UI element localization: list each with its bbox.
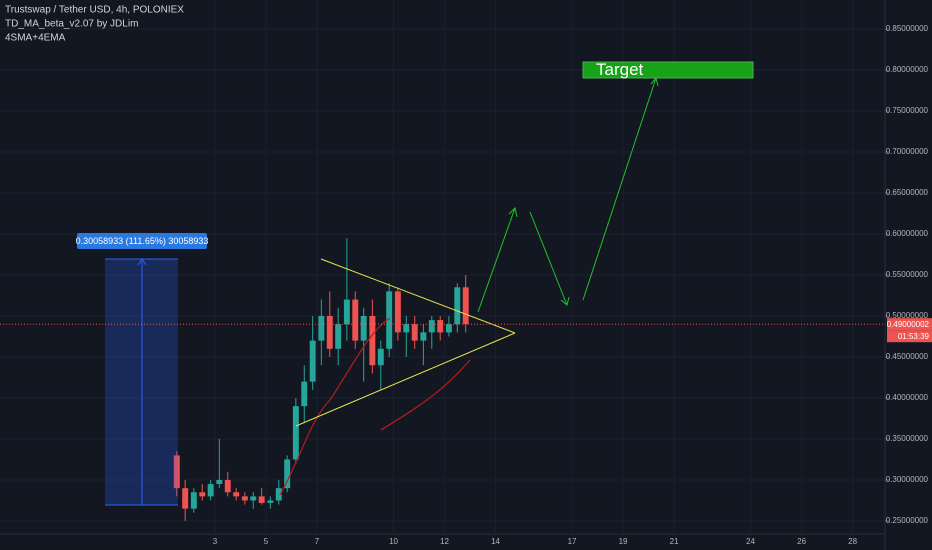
y-tick-label: 0.30000000 (886, 475, 929, 484)
arrow-head (560, 296, 570, 306)
x-tick-label: 24 (746, 537, 755, 546)
y-tick-label: 0.75000000 (886, 106, 929, 115)
y-tick-label: 0.80000000 (886, 65, 929, 74)
candle-body (301, 381, 308, 407)
candle-body (173, 455, 180, 489)
target-box (582, 61, 754, 79)
ma-line (380, 359, 471, 431)
candle-body (190, 492, 197, 509)
indicator-label: 4SMA+4EMA (5, 33, 66, 44)
measure-arrow-head (137, 258, 147, 266)
candle-body (343, 299, 350, 325)
x-tick-label: 19 (619, 537, 628, 546)
y-tick-label: 0.55000000 (886, 270, 929, 279)
x-tick-label: 12 (440, 537, 449, 546)
candle-body (377, 348, 384, 366)
y-tick-label: 0.45000000 (886, 352, 929, 361)
triangle-lower (295, 332, 516, 427)
candle-body (437, 320, 444, 333)
last-price-box (887, 318, 932, 331)
last-price-label: 0.49000002 (887, 320, 930, 329)
x-tick-label: 5 (264, 537, 269, 546)
y-tick-label: 0.50000000 (886, 311, 929, 320)
candle-body (318, 315, 325, 341)
indicator-label: TD_MA_beta_v2.07 by JDLim (5, 19, 138, 30)
candle-body (352, 299, 359, 341)
candle-body (284, 459, 291, 489)
x-tick-label: 17 (568, 537, 577, 546)
projection-arrow (529, 211, 568, 306)
candle-body (428, 320, 435, 333)
x-tick-label: 21 (670, 537, 679, 546)
candle-body (250, 496, 257, 501)
candle-body (309, 340, 316, 382)
x-tick-label: 10 (389, 537, 398, 546)
ma-line-2 (279, 317, 391, 496)
y-tick-label: 0.35000000 (886, 434, 929, 443)
countdown-box (887, 330, 932, 343)
candle-body (207, 484, 214, 497)
target-label: Target (596, 60, 644, 79)
y-tick-label: 0.85000000 (886, 24, 929, 33)
candle-body (267, 500, 274, 503)
projection-arrow (477, 207, 516, 313)
candle-body (360, 315, 367, 341)
x-tick-label: 28 (848, 537, 857, 546)
chart-title: Trustswap / Tether USD, 4h, POLONIEX (5, 5, 184, 16)
candle-body (445, 324, 452, 333)
projection-arrow (582, 77, 657, 301)
y-tick-label: 0.70000000 (886, 147, 929, 156)
arrow-head (508, 207, 518, 218)
candle-body (275, 488, 282, 501)
candle-body (403, 324, 410, 333)
candle-body (335, 324, 342, 349)
candle-body (258, 496, 265, 503)
y-tick-label: 0.25000000 (886, 516, 929, 525)
candle-body (216, 479, 223, 485)
measure-label: 0.30058933 (111.65%) 30058933 (76, 236, 209, 246)
y-tick-label: 0.60000000 (886, 229, 929, 238)
candle-body (411, 324, 418, 341)
candle-body (394, 291, 401, 333)
x-tick-label: 26 (797, 537, 806, 546)
y-tick-label: 0.40000000 (886, 393, 929, 402)
y-tick-label: 0.65000000 (886, 188, 929, 197)
x-tick-label: 7 (315, 537, 320, 546)
candle-body (326, 315, 333, 349)
candle-body (182, 488, 189, 509)
candle-body (233, 492, 240, 497)
candle-body (241, 496, 248, 501)
x-tick-label: 3 (213, 537, 218, 546)
candle-body (386, 291, 393, 349)
candle-body (292, 406, 299, 460)
x-tick-label: 14 (491, 537, 500, 546)
candle-body (420, 332, 427, 341)
candle-body (454, 287, 461, 325)
candle-body (224, 479, 231, 493)
candle-body (369, 315, 376, 366)
countdown-label: 01:53:39 (898, 332, 930, 341)
triangle-upper (320, 258, 516, 334)
measure-label-box (77, 233, 207, 249)
candle-body (462, 287, 469, 325)
candle-body (199, 492, 206, 497)
